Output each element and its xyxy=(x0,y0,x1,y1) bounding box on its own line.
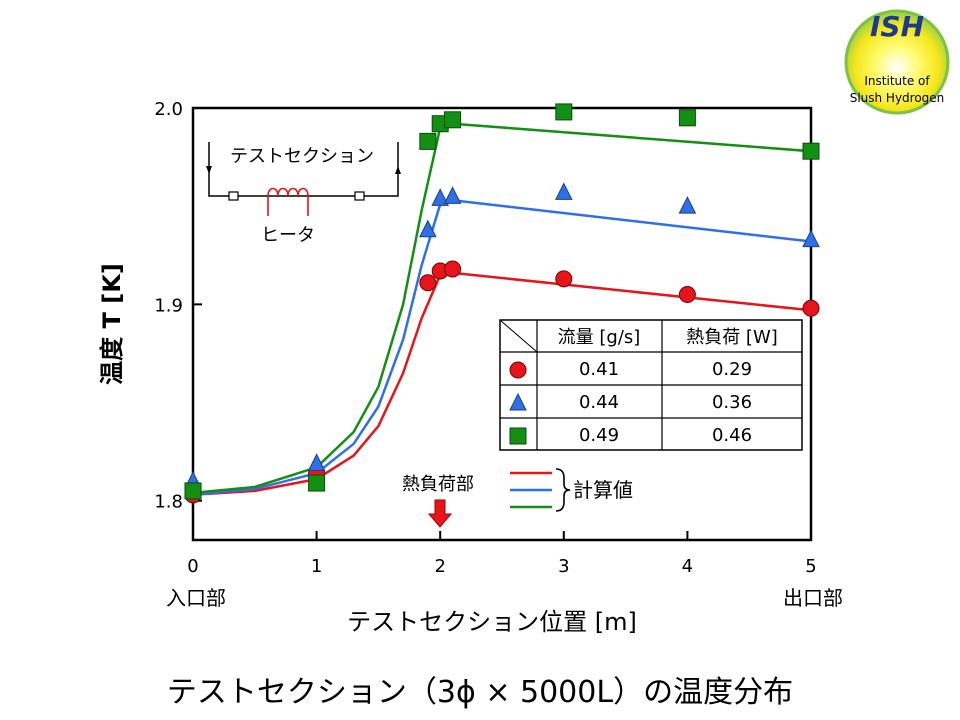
y-tick-label: 1.9 xyxy=(154,295,183,316)
x-tick-label: 5 xyxy=(805,556,816,577)
data-point-square xyxy=(555,103,573,121)
data-point-circle xyxy=(678,286,696,304)
data-markers xyxy=(184,103,820,504)
x-axis-ticks: 0 1 2 3 4 5 xyxy=(187,531,817,577)
table-marker-triangle xyxy=(509,392,527,411)
data-point-triangle xyxy=(431,188,450,206)
y-axis-ticks: 1.8 1.9 2.0 xyxy=(154,99,202,513)
table-rows: 0.41 0.29 0.44 0.36 0.49 0.46 xyxy=(509,359,752,446)
data-point-triangle xyxy=(419,219,437,238)
data-point-circle xyxy=(555,270,573,288)
table-heat-value: 0.36 xyxy=(712,392,752,413)
y-axis-label: 温度 T [K] xyxy=(98,263,126,385)
x-outlet-label: 出口部 xyxy=(783,586,843,610)
x-axis-label: テストセクション位置 [m] xyxy=(347,608,637,636)
table-header-flow: 流量 [g/s] xyxy=(558,327,641,348)
data-point-triangle xyxy=(443,186,462,204)
ish-logo: ISH Institute of Slush Hydrogen xyxy=(844,9,950,115)
data-point-square xyxy=(802,142,820,160)
data-point-triangle xyxy=(678,196,697,214)
legend-table: 流量 [g/s] 熱負荷 [W] 0.41 0.290.44 0.360.49 0.4… xyxy=(499,319,803,451)
test-section-inset: テストセクション ヒータ xyxy=(206,142,401,246)
calc-legend: 計算値 xyxy=(510,468,633,512)
x-inlet-label: 入口部 xyxy=(166,586,226,610)
data-point-triangle xyxy=(554,182,573,200)
data-point-circle xyxy=(419,274,437,292)
heater-coil-icon xyxy=(267,187,309,216)
table-flow-value: 0.44 xyxy=(579,392,619,413)
table-header-heat: 熱負荷 [W] xyxy=(686,327,778,348)
heater-zone-annotation: 熱負荷部 xyxy=(402,474,474,528)
inset-sensor-left xyxy=(228,191,239,201)
slide-title: テストセクション（3ϕ × 5000L）の温度分布 xyxy=(167,675,793,710)
inset-heater-label: ヒータ xyxy=(261,225,315,246)
x-tick-label: 1 xyxy=(311,556,322,577)
data-point-square xyxy=(184,482,202,500)
table-marker-circle xyxy=(509,361,527,379)
x-tick-label: 3 xyxy=(558,556,569,577)
inset-flow-arrow-up xyxy=(395,166,401,174)
calc-legend-brace xyxy=(555,468,571,512)
data-point-square xyxy=(308,474,326,492)
y-tick-label: 1.8 xyxy=(154,492,183,513)
calc-legend-label: 計算値 xyxy=(573,478,633,502)
data-point-square xyxy=(678,109,696,127)
x-tick-label: 0 xyxy=(187,556,198,577)
inset-section-label: テストセクション xyxy=(230,146,374,167)
data-point-triangle xyxy=(802,229,820,248)
logo-ish-text: ISH xyxy=(870,10,924,43)
data-point-circle xyxy=(802,299,820,317)
y-tick-label: 2.0 xyxy=(154,99,183,120)
inset-sensor-right xyxy=(354,191,365,201)
table-marker-square xyxy=(509,427,527,445)
heater-zone-arrow-icon xyxy=(427,499,453,528)
inset-flow-arrow-down xyxy=(206,166,212,174)
table-heat-value: 0.46 xyxy=(712,425,752,446)
data-point-triangle xyxy=(307,453,326,471)
table-flow-value: 0.41 xyxy=(579,359,619,380)
data-point-square xyxy=(444,111,462,129)
logo-line2: Slush Hydrogen xyxy=(850,91,945,105)
x-tick-label: 2 xyxy=(434,556,445,577)
heater-zone-label: 熱負荷部 xyxy=(402,474,474,495)
data-point-square xyxy=(419,132,437,150)
table-flow-value: 0.49 xyxy=(579,425,619,446)
plot-frame xyxy=(191,106,813,542)
data-point-circle xyxy=(444,260,462,278)
logo-line1: Institute of xyxy=(864,74,930,88)
x-tick-label: 4 xyxy=(682,556,693,577)
table-heat-value: 0.29 xyxy=(712,359,752,380)
